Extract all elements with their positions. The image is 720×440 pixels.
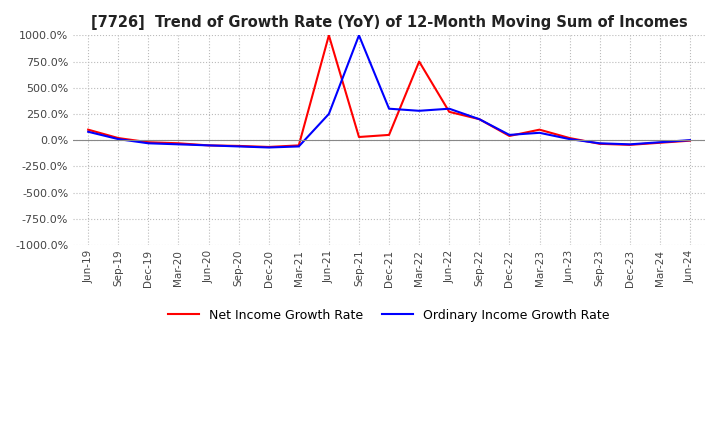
Net Income Growth Rate	[325, 33, 333, 38]
Ordinary Income Growth Rate	[174, 142, 183, 147]
Ordinary Income Growth Rate	[626, 142, 634, 147]
Net Income Growth Rate	[84, 127, 92, 132]
Ordinary Income Growth Rate	[475, 117, 484, 122]
Line: Net Income Growth Rate: Net Income Growth Rate	[88, 35, 690, 147]
Ordinary Income Growth Rate	[84, 129, 92, 134]
Net Income Growth Rate	[445, 109, 454, 114]
Ordinary Income Growth Rate	[384, 106, 393, 111]
Net Income Growth Rate	[234, 143, 243, 149]
Net Income Growth Rate	[475, 117, 484, 122]
Ordinary Income Growth Rate	[114, 136, 122, 142]
Ordinary Income Growth Rate	[325, 111, 333, 117]
Ordinary Income Growth Rate	[535, 130, 544, 136]
Ordinary Income Growth Rate	[264, 145, 273, 150]
Ordinary Income Growth Rate	[685, 138, 694, 143]
Net Income Growth Rate	[384, 132, 393, 138]
Net Income Growth Rate	[294, 143, 303, 148]
Net Income Growth Rate	[144, 139, 153, 145]
Ordinary Income Growth Rate	[595, 141, 604, 146]
Ordinary Income Growth Rate	[294, 144, 303, 149]
Title: [7726]  Trend of Growth Rate (YoY) of 12-Month Moving Sum of Incomes: [7726] Trend of Growth Rate (YoY) of 12-…	[91, 15, 688, 30]
Net Income Growth Rate	[655, 140, 664, 145]
Net Income Growth Rate	[415, 59, 423, 64]
Legend: Net Income Growth Rate, Ordinary Income Growth Rate: Net Income Growth Rate, Ordinary Income …	[163, 304, 615, 327]
Net Income Growth Rate	[595, 141, 604, 147]
Ordinary Income Growth Rate	[565, 136, 574, 142]
Net Income Growth Rate	[204, 143, 213, 148]
Ordinary Income Growth Rate	[505, 132, 514, 138]
Ordinary Income Growth Rate	[445, 106, 454, 111]
Net Income Growth Rate	[355, 134, 364, 139]
Ordinary Income Growth Rate	[204, 143, 213, 148]
Net Income Growth Rate	[626, 142, 634, 147]
Net Income Growth Rate	[535, 127, 544, 132]
Ordinary Income Growth Rate	[655, 139, 664, 145]
Ordinary Income Growth Rate	[415, 108, 423, 114]
Net Income Growth Rate	[565, 136, 574, 141]
Line: Ordinary Income Growth Rate: Ordinary Income Growth Rate	[88, 35, 690, 147]
Net Income Growth Rate	[505, 133, 514, 139]
Net Income Growth Rate	[264, 144, 273, 150]
Ordinary Income Growth Rate	[355, 33, 364, 38]
Ordinary Income Growth Rate	[144, 141, 153, 146]
Ordinary Income Growth Rate	[234, 144, 243, 149]
Net Income Growth Rate	[114, 136, 122, 141]
Net Income Growth Rate	[174, 141, 183, 146]
Net Income Growth Rate	[685, 138, 694, 143]
